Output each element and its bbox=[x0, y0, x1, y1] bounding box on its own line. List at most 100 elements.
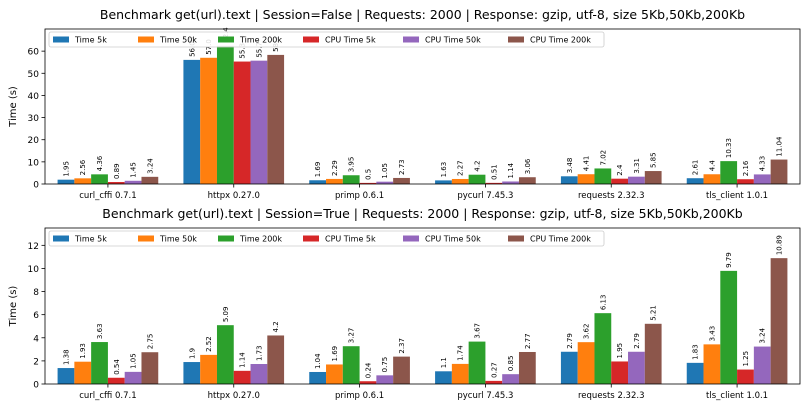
bar-1-2-0 bbox=[91, 174, 108, 184]
bar-2-2-3 bbox=[468, 341, 486, 384]
legend-swatch bbox=[218, 235, 234, 242]
legend-swatch bbox=[138, 36, 154, 43]
legend-swatch bbox=[508, 36, 524, 43]
bar-2-0-2 bbox=[309, 371, 327, 384]
bar-1-2-1 bbox=[216, 45, 234, 185]
chart-1: Benchmark get(url).text | Session=False … bbox=[8, 7, 801, 201]
data-label: 10.89 bbox=[776, 235, 784, 255]
bar-2-1-0 bbox=[74, 361, 92, 384]
bar-1-4-0 bbox=[124, 180, 142, 184]
bar-1-0-3 bbox=[435, 180, 452, 184]
data-label: 1.45 bbox=[130, 162, 138, 178]
y-tick-label: 10 bbox=[28, 158, 40, 168]
data-label: 1.9 bbox=[188, 348, 196, 359]
y-tick-label: 0 bbox=[33, 181, 39, 191]
y-tick-label: 2 bbox=[33, 357, 39, 367]
data-label: 1.38 bbox=[62, 349, 70, 365]
bar-2-5-5 bbox=[770, 258, 788, 384]
bar-2-1-4 bbox=[577, 342, 595, 384]
x-tick-label: primp 0.6.1 bbox=[335, 391, 384, 401]
legend-swatch bbox=[303, 36, 319, 43]
data-label: 10.33 bbox=[725, 138, 733, 158]
data-label: 1.73 bbox=[255, 345, 263, 361]
legend-swatch bbox=[508, 235, 524, 242]
y-tick-label: 10 bbox=[28, 265, 40, 275]
bar-2-2-2 bbox=[342, 346, 360, 384]
x-tick-label: tls_client 1.0.1 bbox=[706, 391, 768, 401]
x-tick-label: tls_client 1.0.1 bbox=[706, 191, 768, 201]
legend-label: Time 200k bbox=[239, 235, 282, 244]
chart-title: Benchmark get(url).text | Session=False … bbox=[100, 7, 745, 22]
data-label: 2.77 bbox=[524, 333, 532, 349]
x-tick-label: httpx 0.27.0 bbox=[208, 191, 260, 201]
data-label: 4.36 bbox=[96, 155, 104, 171]
legend-label: Time 50k bbox=[159, 235, 197, 244]
data-label: 0.5 bbox=[364, 169, 372, 180]
data-label: 3.24 bbox=[146, 158, 154, 174]
data-label: 1.05 bbox=[381, 163, 389, 179]
bar-2-3-0 bbox=[107, 377, 125, 384]
bar-2-3-3 bbox=[485, 380, 503, 384]
data-label: 0.54 bbox=[113, 359, 121, 375]
bar-1-0-1 bbox=[183, 59, 201, 185]
data-label: 2.4 bbox=[616, 164, 624, 176]
bar-2-0-5 bbox=[686, 362, 704, 384]
data-label: 1.95 bbox=[616, 343, 624, 359]
legend-label: CPU Time 50k bbox=[425, 235, 481, 244]
bar-1-1-5 bbox=[703, 174, 721, 184]
data-label: 2.56 bbox=[79, 159, 87, 175]
legend-swatch bbox=[303, 235, 319, 242]
data-label: 4.4 bbox=[708, 160, 716, 172]
bar-2-4-4 bbox=[628, 351, 645, 384]
legend-swatch bbox=[218, 36, 234, 43]
chart-2: Benchmark get(url).text | Session=True |… bbox=[8, 206, 801, 401]
x-tick-label: pycurl 7.45.3 bbox=[457, 191, 513, 201]
bar-1-5-0 bbox=[141, 176, 159, 184]
bar-2-5-0 bbox=[141, 352, 159, 384]
x-tick-label: curl_cffi 0.7.1 bbox=[79, 391, 136, 401]
legend-label: CPU Time 5k bbox=[325, 36, 376, 45]
y-tick-label: 20 bbox=[28, 136, 40, 146]
legend-label: CPU Time 5k bbox=[325, 235, 376, 244]
data-label: 6.13 bbox=[599, 295, 607, 311]
data-label: 7.02 bbox=[599, 150, 607, 166]
bar-2-0-1 bbox=[183, 362, 201, 384]
bar-1-0-5 bbox=[686, 178, 704, 184]
data-label: 0.89 bbox=[113, 163, 121, 179]
legend-label: Time 5k bbox=[74, 235, 107, 244]
bar-2-0-3 bbox=[435, 371, 452, 384]
data-label: 0.27 bbox=[490, 362, 498, 378]
bar-1-2-5 bbox=[720, 161, 738, 184]
bar-1-5-3 bbox=[518, 177, 536, 184]
data-label: 3.31 bbox=[633, 158, 641, 174]
bar-1-3-4 bbox=[611, 178, 629, 184]
bar-1-0-4 bbox=[560, 176, 578, 184]
y-tick-label: 30 bbox=[28, 114, 40, 124]
legend-swatch bbox=[403, 36, 419, 43]
data-label: 1.1 bbox=[440, 357, 448, 368]
data-label: 2.61 bbox=[692, 160, 700, 176]
data-label: 2.37 bbox=[398, 338, 406, 354]
plot-frame bbox=[44, 227, 801, 385]
bar-1-2-4 bbox=[594, 168, 612, 184]
data-label: 2.73 bbox=[398, 159, 406, 175]
bar-2-4-1 bbox=[250, 364, 268, 384]
legend-swatch bbox=[53, 235, 69, 242]
data-label: 3.95 bbox=[348, 157, 356, 173]
data-label: 1.25 bbox=[742, 351, 750, 367]
y-tick-label: 6 bbox=[33, 311, 39, 321]
bar-1-2-3 bbox=[468, 174, 486, 184]
data-label: 0.24 bbox=[364, 362, 372, 378]
data-label: 1.95 bbox=[62, 161, 70, 177]
bar-1-1-1 bbox=[200, 57, 217, 184]
bar-2-4-3 bbox=[502, 374, 519, 384]
legend: Time 5k Time 50k Time 200k CPU Time 5k CPU T… bbox=[48, 31, 605, 48]
bar-2-5-4 bbox=[644, 323, 662, 384]
bar-1-2-2 bbox=[342, 175, 360, 184]
x-tick-label: primp 0.6.1 bbox=[335, 191, 384, 201]
y-tick-label: 0 bbox=[33, 381, 39, 391]
chart-title: Benchmark get(url).text | Session=True |… bbox=[102, 206, 742, 221]
bar-2-1-3 bbox=[451, 363, 469, 384]
bar-1-4-1 bbox=[250, 60, 268, 184]
legend: Time 5k Time 50k Time 200k CPU Time 5k CPU T… bbox=[48, 230, 605, 247]
